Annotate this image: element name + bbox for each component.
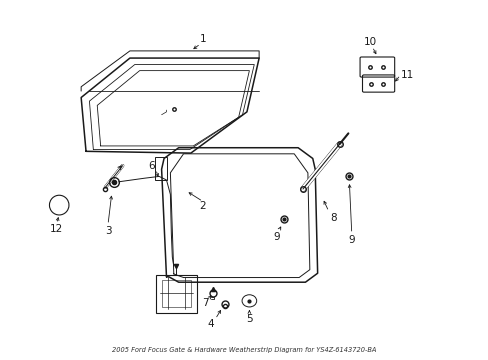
Text: 3: 3 <box>104 226 111 236</box>
Text: 4: 4 <box>206 319 213 329</box>
Text: 1: 1 <box>199 34 206 44</box>
Text: 5: 5 <box>245 314 252 324</box>
Bar <box>161 280 190 307</box>
Text: 11: 11 <box>400 70 413 80</box>
Text: 7: 7 <box>202 298 208 308</box>
Text: 2005 Ford Focus Gate & Hardware Weatherstrip Diagram for YS4Z-6143720-BA: 2005 Ford Focus Gate & Hardware Weathers… <box>112 347 376 354</box>
Text: 9: 9 <box>273 232 280 242</box>
Text: 9: 9 <box>348 235 354 245</box>
Text: 6: 6 <box>148 161 155 171</box>
Text: 2: 2 <box>199 201 206 211</box>
Text: 10: 10 <box>363 37 376 46</box>
Text: 8: 8 <box>329 213 336 222</box>
Text: 12: 12 <box>50 225 63 234</box>
Bar <box>155 157 167 180</box>
Bar <box>156 275 197 313</box>
